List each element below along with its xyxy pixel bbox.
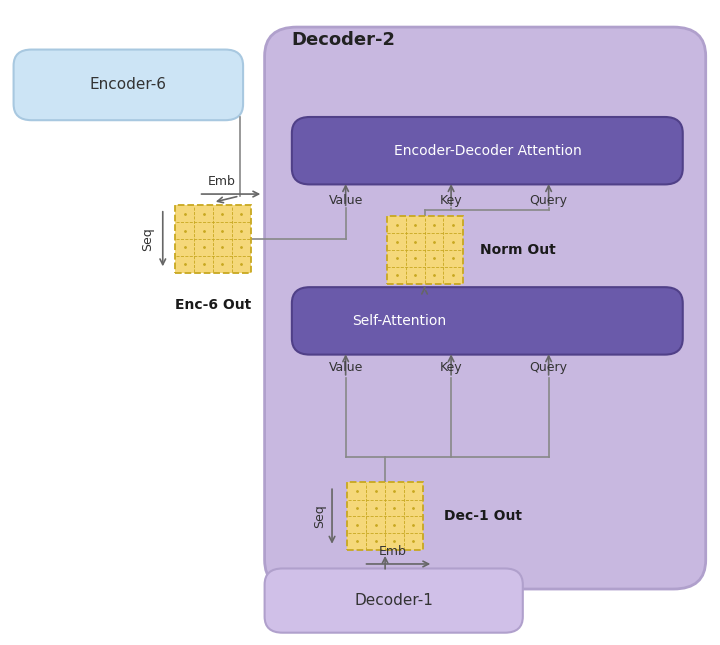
- Text: Encoder-Decoder Attention: Encoder-Decoder Attention: [394, 144, 582, 158]
- FancyBboxPatch shape: [387, 216, 462, 284]
- Text: Query: Query: [530, 361, 567, 374]
- FancyBboxPatch shape: [347, 482, 423, 550]
- Text: Seq: Seq: [141, 227, 154, 251]
- Text: Decoder-2: Decoder-2: [292, 31, 396, 49]
- Text: Key: Key: [440, 361, 462, 374]
- Text: Value: Value: [328, 361, 363, 374]
- FancyBboxPatch shape: [265, 568, 523, 633]
- FancyBboxPatch shape: [292, 287, 683, 355]
- Text: Emb: Emb: [207, 175, 235, 188]
- Text: Enc-6 Out: Enc-6 Out: [175, 298, 251, 312]
- Text: Value: Value: [328, 194, 363, 207]
- Text: Encoder-6: Encoder-6: [90, 77, 167, 92]
- Text: Decoder-1: Decoder-1: [354, 593, 433, 608]
- FancyBboxPatch shape: [292, 117, 683, 184]
- FancyBboxPatch shape: [265, 27, 706, 589]
- Text: Seq: Seq: [313, 504, 326, 528]
- Text: Key: Key: [440, 194, 462, 207]
- Text: Self-Attention: Self-Attention: [352, 314, 446, 328]
- Text: Emb: Emb: [378, 544, 406, 557]
- Text: Query: Query: [530, 194, 567, 207]
- Text: Dec-1 Out: Dec-1 Out: [444, 510, 522, 524]
- FancyBboxPatch shape: [175, 205, 251, 273]
- FancyBboxPatch shape: [14, 50, 243, 120]
- Text: Norm Out: Norm Out: [480, 243, 556, 257]
